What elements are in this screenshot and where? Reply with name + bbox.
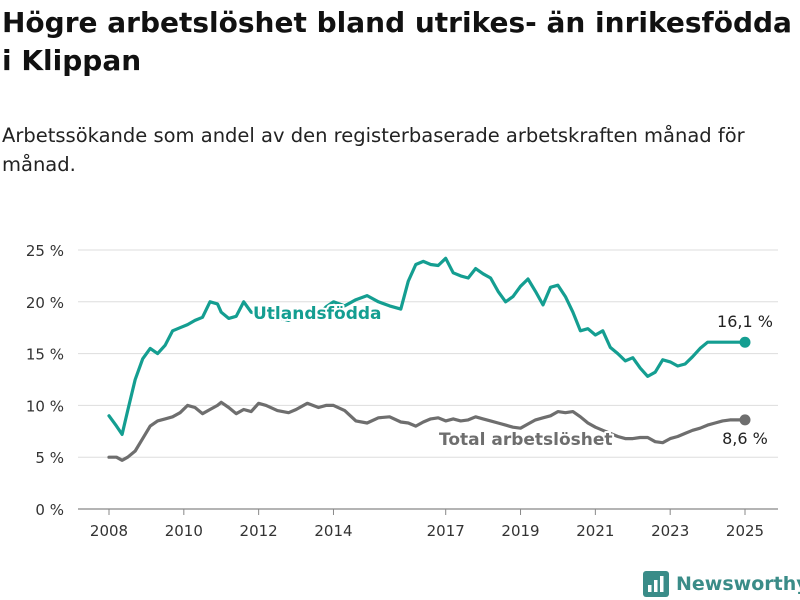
x-tick-label: 2025 [726, 522, 764, 540]
y-tick-label: 20 % [26, 294, 64, 312]
series-end-marker [739, 336, 751, 348]
brand-name: Newsworthy [676, 573, 800, 595]
y-tick-label: 0 % [35, 501, 64, 519]
series-label-total: Total arbetslöshet [439, 430, 613, 450]
series-label-utlandsfodda: Utlandsfödda [253, 304, 382, 324]
y-tick-label: 5 % [35, 449, 64, 467]
x-tick-label: 2010 [165, 522, 203, 540]
series-end-label: 8,6 % [722, 429, 768, 448]
x-tick-label: 2014 [314, 522, 352, 540]
series-end-marker [739, 414, 751, 426]
series-line-total [107, 400, 747, 462]
y-tick-label: 10 % [26, 397, 64, 415]
x-tick-label: 2023 [651, 522, 689, 540]
series-end-label: 16,1 % [717, 312, 773, 331]
y-tick-label: 25 % [26, 242, 64, 260]
x-tick-label: 2019 [501, 522, 539, 540]
x-tick-label: 2021 [576, 522, 614, 540]
chart-title: Högre arbetslöshet bland utrikes- än inr… [2, 6, 792, 77]
newsworthy-logo[interactable]: Newsworthy [643, 568, 800, 600]
x-tick-label: 2008 [90, 522, 128, 540]
x-tick-label: 2017 [427, 522, 465, 540]
chart-subtitle: Arbetssökande som andel av den registerb… [2, 124, 745, 176]
bar-chart-logo-icon [643, 571, 669, 597]
x-tick-label: 2012 [240, 522, 278, 540]
series-line-utlandsfodda [107, 256, 747, 436]
y-tick-label: 15 % [26, 346, 64, 364]
